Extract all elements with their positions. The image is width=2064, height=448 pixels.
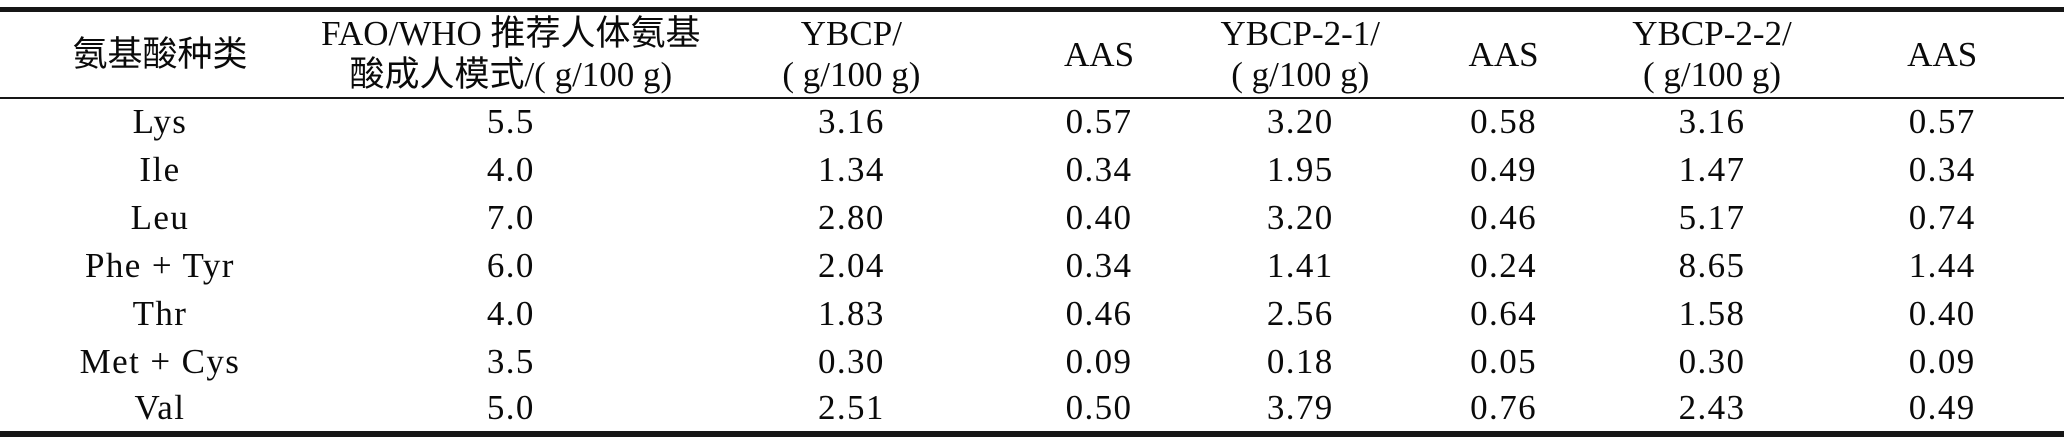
value-cell: 3.16 — [817, 102, 885, 141]
column-header-line: ( g/100 g) — [782, 55, 921, 95]
table-header: 氨基酸种类 FAO/WHO 推荐人体氨基 酸成人模式/( g/100 g) YBCP/… — [0, 9, 2064, 99]
table-row: Thr 4.0 1.83 0.46 2.56 0.64 1.58 0.40 — [0, 290, 2064, 338]
value-cell: 0.58 — [1470, 102, 1537, 141]
value-cell: 2.80 — [817, 197, 885, 237]
value-cell: 0.74 — [1908, 197, 1976, 237]
value-cell: 3.79 — [1266, 388, 1334, 427]
column-header-line: AAS — [1064, 34, 1135, 74]
value-cell: 1.95 — [1266, 149, 1334, 189]
value-cell: 1.83 — [817, 293, 885, 333]
row-label: Ile — [139, 149, 181, 189]
value-cell: 2.04 — [817, 245, 885, 285]
column-header-line: ( g/100 g) — [1643, 55, 1782, 95]
value-cell: 1.34 — [817, 149, 885, 189]
value-cell: 0.57 — [1065, 102, 1133, 141]
column-header-6: YBCP-2-2/( g/100 g) — [1603, 9, 1821, 99]
value-cell: 0.76 — [1470, 388, 1537, 427]
table-body: Lys 5.5 3.16 0.57 3.20 0.58 3.16 0.57 Ile 4.0 1.34… — [0, 98, 2064, 434]
value-cell: 4.0 — [486, 293, 535, 333]
value-cell: 0.24 — [1470, 245, 1537, 285]
value-cell: 3.16 — [1678, 102, 1746, 141]
value-cell: 0.34 — [1065, 149, 1133, 189]
value-cell: 0.49 — [1908, 388, 1976, 427]
value-cell: 0.09 — [1908, 341, 1976, 381]
row-label: Met + Cys — [79, 341, 241, 381]
value-cell: 0.34 — [1908, 149, 1976, 189]
table-row: Leu 7.0 2.80 0.40 3.20 0.46 5.17 0.74 — [0, 194, 2064, 242]
table-row: Ile 4.0 1.34 0.34 1.95 0.49 1.47 0.34 — [0, 146, 2064, 194]
value-cell: 2.43 — [1678, 388, 1746, 427]
value-cell: 7.0 — [486, 197, 535, 237]
value-cell: 0.30 — [1678, 341, 1746, 381]
column-header-line: AAS — [1907, 34, 1978, 74]
table-row: Met + Cys 3.5 0.30 0.09 0.18 0.05 0.30 0.09 — [0, 338, 2064, 386]
column-header-line: FAO/WHO 推荐人体氨基 — [321, 14, 701, 54]
row-label: Lys — [132, 102, 188, 141]
table-row: Val 5.0 2.51 0.50 3.79 0.76 2.43 0.49 — [0, 386, 2064, 434]
column-header-line: 氨基酸种类 — [72, 34, 248, 74]
table-row: Phe + Tyr 6.0 2.04 0.34 1.41 0.24 8.65 1.44 — [0, 242, 2064, 290]
column-header-line: YBCP-2-2/ — [1632, 14, 1792, 54]
value-cell: 1.58 — [1678, 293, 1746, 333]
value-cell: 3.5 — [486, 341, 535, 381]
value-cell: 0.57 — [1908, 102, 1976, 141]
column-header-3: AAS — [1001, 9, 1198, 99]
value-cell: 6.0 — [486, 245, 535, 285]
column-header-2: YBCP/( g/100 g) — [701, 9, 1001, 99]
value-cell: 0.40 — [1065, 197, 1133, 237]
value-cell: 5.17 — [1678, 197, 1746, 237]
column-header-7: AAS — [1820, 9, 2064, 99]
value-cell: 4.0 — [486, 149, 535, 189]
value-cell: 3.20 — [1266, 197, 1334, 237]
value-cell: 0.49 — [1470, 149, 1537, 189]
value-cell: 2.51 — [817, 388, 885, 427]
value-cell: 8.65 — [1678, 245, 1746, 285]
value-cell: 0.09 — [1065, 341, 1133, 381]
column-header-line: YBCP-2-1/ — [1220, 14, 1380, 54]
row-label: Thr — [132, 293, 188, 333]
value-cell: 1.47 — [1678, 149, 1746, 189]
value-cell: 0.50 — [1065, 388, 1133, 427]
value-cell: 0.40 — [1908, 293, 1976, 333]
value-cell: 0.46 — [1470, 197, 1537, 237]
value-cell: 5.5 — [486, 102, 535, 141]
header-row: 氨基酸种类 FAO/WHO 推荐人体氨基 酸成人模式/( g/100 g) YBCP/… — [0, 9, 2064, 99]
value-cell: 0.05 — [1470, 341, 1537, 381]
value-cell: 0.64 — [1470, 293, 1537, 333]
value-cell: 1.41 — [1266, 245, 1334, 285]
amino-acid-table: 氨基酸种类 FAO/WHO 推荐人体氨基 酸成人模式/( g/100 g) YBCP/… — [0, 7, 2064, 437]
value-cell: 0.46 — [1065, 293, 1133, 333]
value-cell: 0.30 — [817, 341, 885, 381]
column-header-0: 氨基酸种类 — [0, 9, 320, 99]
value-cell: 0.34 — [1065, 245, 1133, 285]
column-header-4: YBCP-2-1/( g/100 g) — [1197, 9, 1404, 99]
column-header-line: YBCP/ — [800, 14, 902, 54]
column-header-line: AAS — [1468, 34, 1539, 74]
column-header-line: ( g/100 g) — [1231, 55, 1370, 95]
value-cell: 5.0 — [486, 388, 535, 427]
row-label: Phe + Tyr — [85, 245, 235, 285]
value-cell: 1.44 — [1908, 245, 1976, 285]
column-header-line: 酸成人模式/( g/100 g) — [349, 55, 673, 95]
table-row: Lys 5.5 3.16 0.57 3.20 0.58 3.16 0.57 — [0, 98, 2064, 146]
value-cell: 3.20 — [1266, 102, 1334, 141]
column-header-5: AAS — [1403, 9, 1604, 99]
value-cell: 0.18 — [1266, 341, 1334, 381]
row-label: Val — [134, 388, 186, 427]
value-cell: 2.56 — [1266, 293, 1334, 333]
row-label: Leu — [130, 197, 190, 237]
column-header-1: FAO/WHO 推荐人体氨基 酸成人模式/( g/100 g) — [319, 9, 702, 99]
